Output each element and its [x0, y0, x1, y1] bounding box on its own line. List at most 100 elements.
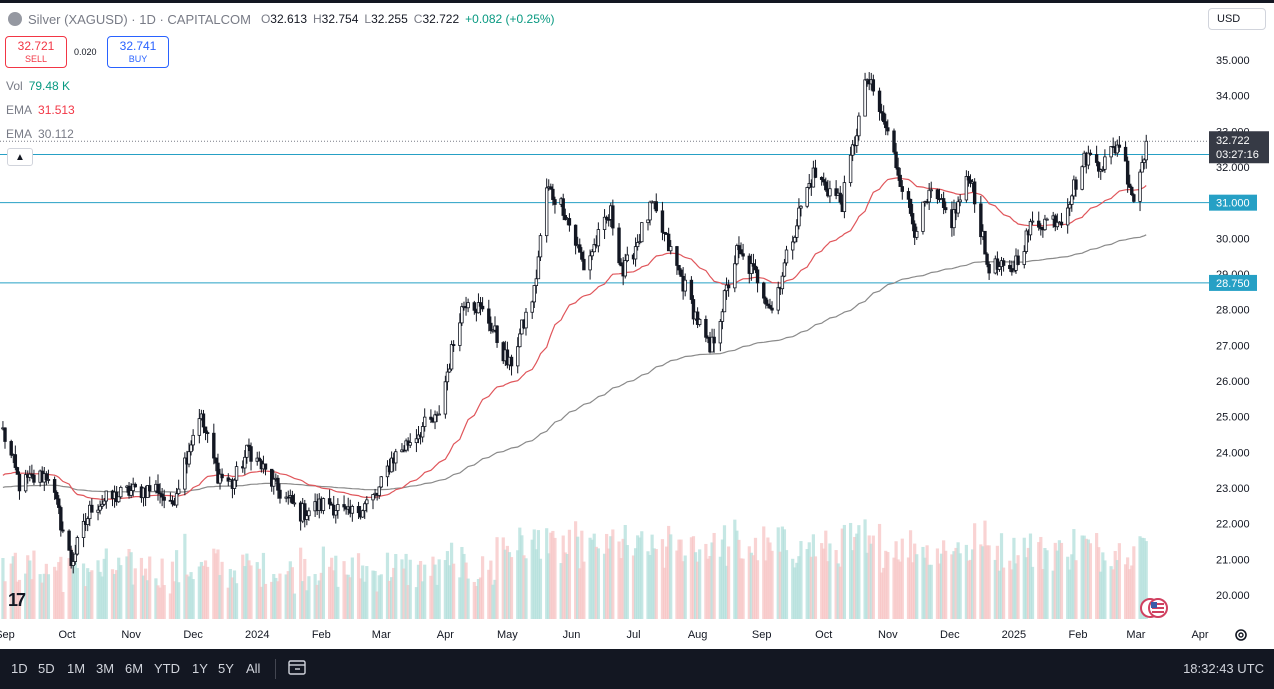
y-tick-label: 20.000	[1216, 590, 1250, 602]
ema-fast-indicator[interactable]: EMA 31.513	[6, 103, 75, 117]
volume-bar	[234, 583, 239, 619]
range-all[interactable]: All	[246, 661, 261, 676]
y-tick-label: 35.000	[1216, 55, 1250, 67]
symbol-title[interactable]: Silver (XAGUSD) · 1D · CAPITALCOM	[28, 11, 251, 27]
volume-bar	[363, 581, 367, 619]
price-chart[interactable]: 35.00034.00033.00032.00031.00030.00029.0…	[0, 3, 1274, 649]
candle-body	[677, 265, 681, 271]
candle-body	[1030, 220, 1035, 223]
tradingview-logo[interactable]: 17	[8, 590, 26, 610]
volume-bar	[718, 556, 722, 619]
candle-body	[1140, 162, 1144, 173]
range-1d[interactable]: 1D	[11, 661, 28, 676]
candle-body	[516, 346, 520, 367]
candle-body	[935, 189, 940, 200]
level-price-tag	[1209, 194, 1257, 211]
volume-bar	[143, 568, 148, 619]
candle-body	[472, 302, 477, 311]
gear-icon[interactable]	[1234, 628, 1248, 642]
range-6m[interactable]: 6M	[125, 661, 144, 676]
volume-bar	[1084, 538, 1088, 619]
candle-body	[1103, 156, 1107, 170]
candle-body	[929, 189, 933, 192]
volume-bar	[175, 550, 179, 619]
candle-body	[9, 441, 13, 456]
y-tick-label: 27.000	[1216, 340, 1250, 352]
candle-body	[534, 278, 539, 286]
x-tick-label: Aug	[688, 629, 708, 641]
range-5y[interactable]: 5Y	[218, 661, 234, 676]
volume-bar	[892, 557, 896, 619]
candle-body	[205, 432, 210, 434]
candle-body	[952, 209, 956, 229]
x-tick-label: Dec	[940, 629, 960, 641]
range-1m[interactable]: 1M	[67, 661, 86, 676]
volume-bar	[255, 562, 259, 619]
range-5d[interactable]: 5D	[38, 661, 55, 676]
volume-indicator[interactable]: Vol 79.48 K	[6, 79, 70, 93]
candle-body	[697, 318, 702, 325]
collapse-legend-button[interactable]: ▲	[7, 148, 33, 166]
volume-bar	[559, 563, 563, 619]
volume-bar	[706, 558, 710, 619]
candle-body	[805, 187, 809, 207]
volume-bar	[851, 550, 855, 619]
volume-bar	[359, 578, 363, 619]
volume-bar	[307, 576, 311, 619]
currency-selector[interactable]: USD	[1208, 8, 1266, 30]
volume-bar	[1144, 541, 1148, 619]
calendar-range-icon[interactable]	[288, 659, 306, 675]
indicator-value: 30.112	[38, 127, 74, 141]
range-ytd[interactable]: YTD	[154, 661, 180, 676]
candle-body	[480, 305, 485, 310]
volume-bar	[677, 539, 681, 619]
volume-bar	[1095, 533, 1099, 619]
candle-body	[592, 244, 596, 253]
candle-body	[573, 224, 578, 246]
volume-bar	[739, 558, 743, 619]
volume-bar	[249, 565, 253, 619]
candle-body	[1022, 251, 1026, 265]
last-price-tag	[1209, 131, 1269, 164]
candle-body	[170, 500, 175, 505]
candle-body	[98, 505, 102, 511]
volume-bar	[807, 542, 811, 619]
candle-body	[104, 490, 109, 502]
volume-bar	[1109, 566, 1113, 619]
volume-bar	[1014, 563, 1018, 619]
indicator-name: Vol	[6, 79, 23, 93]
candle-body	[443, 381, 448, 415]
candle-body	[156, 483, 160, 494]
candle-body	[1043, 218, 1047, 231]
symbol-header[interactable]: Silver (XAGUSD) · 1D · CAPITALCOM O32.61…	[8, 8, 555, 30]
volume-bar	[911, 562, 915, 619]
us-flag-icon[interactable]	[1139, 597, 1169, 619]
ema-slow-indicator[interactable]: EMA 30.112	[6, 127, 74, 141]
candle-body	[910, 213, 915, 225]
volume-bar	[88, 571, 92, 619]
buy-button[interactable]: 32.741 BUY	[107, 36, 169, 68]
y-tick-label: 23.000	[1216, 483, 1250, 495]
volume-bar	[230, 577, 235, 619]
candle-body	[272, 478, 276, 487]
candle-body	[1130, 186, 1134, 196]
volume-layer	[1, 519, 1148, 619]
candle-body	[549, 186, 553, 190]
volume-bar	[813, 556, 818, 619]
candle-body	[892, 130, 896, 153]
range-1y[interactable]: 1Y	[192, 661, 208, 676]
candle-body	[183, 457, 187, 490]
sell-price: 32.721	[17, 39, 55, 53]
range-3m[interactable]: 3M	[96, 661, 115, 676]
candle-body	[567, 218, 572, 226]
sell-button[interactable]: 32.721 SELL	[5, 36, 67, 68]
volume-bar	[406, 585, 410, 619]
volume-bar	[648, 554, 652, 619]
volume-bar	[272, 574, 276, 619]
clock-utc[interactable]: 18:32:43 UTC	[1183, 661, 1264, 676]
indicator-name: EMA	[6, 103, 33, 117]
candle-body	[908, 198, 913, 214]
x-axis[interactable]: Sep Oct Nov Dec 2024 Feb Mar Apr May Jun Jul Aug Sep…	[0, 629, 1209, 641]
volume-bar	[834, 550, 838, 619]
